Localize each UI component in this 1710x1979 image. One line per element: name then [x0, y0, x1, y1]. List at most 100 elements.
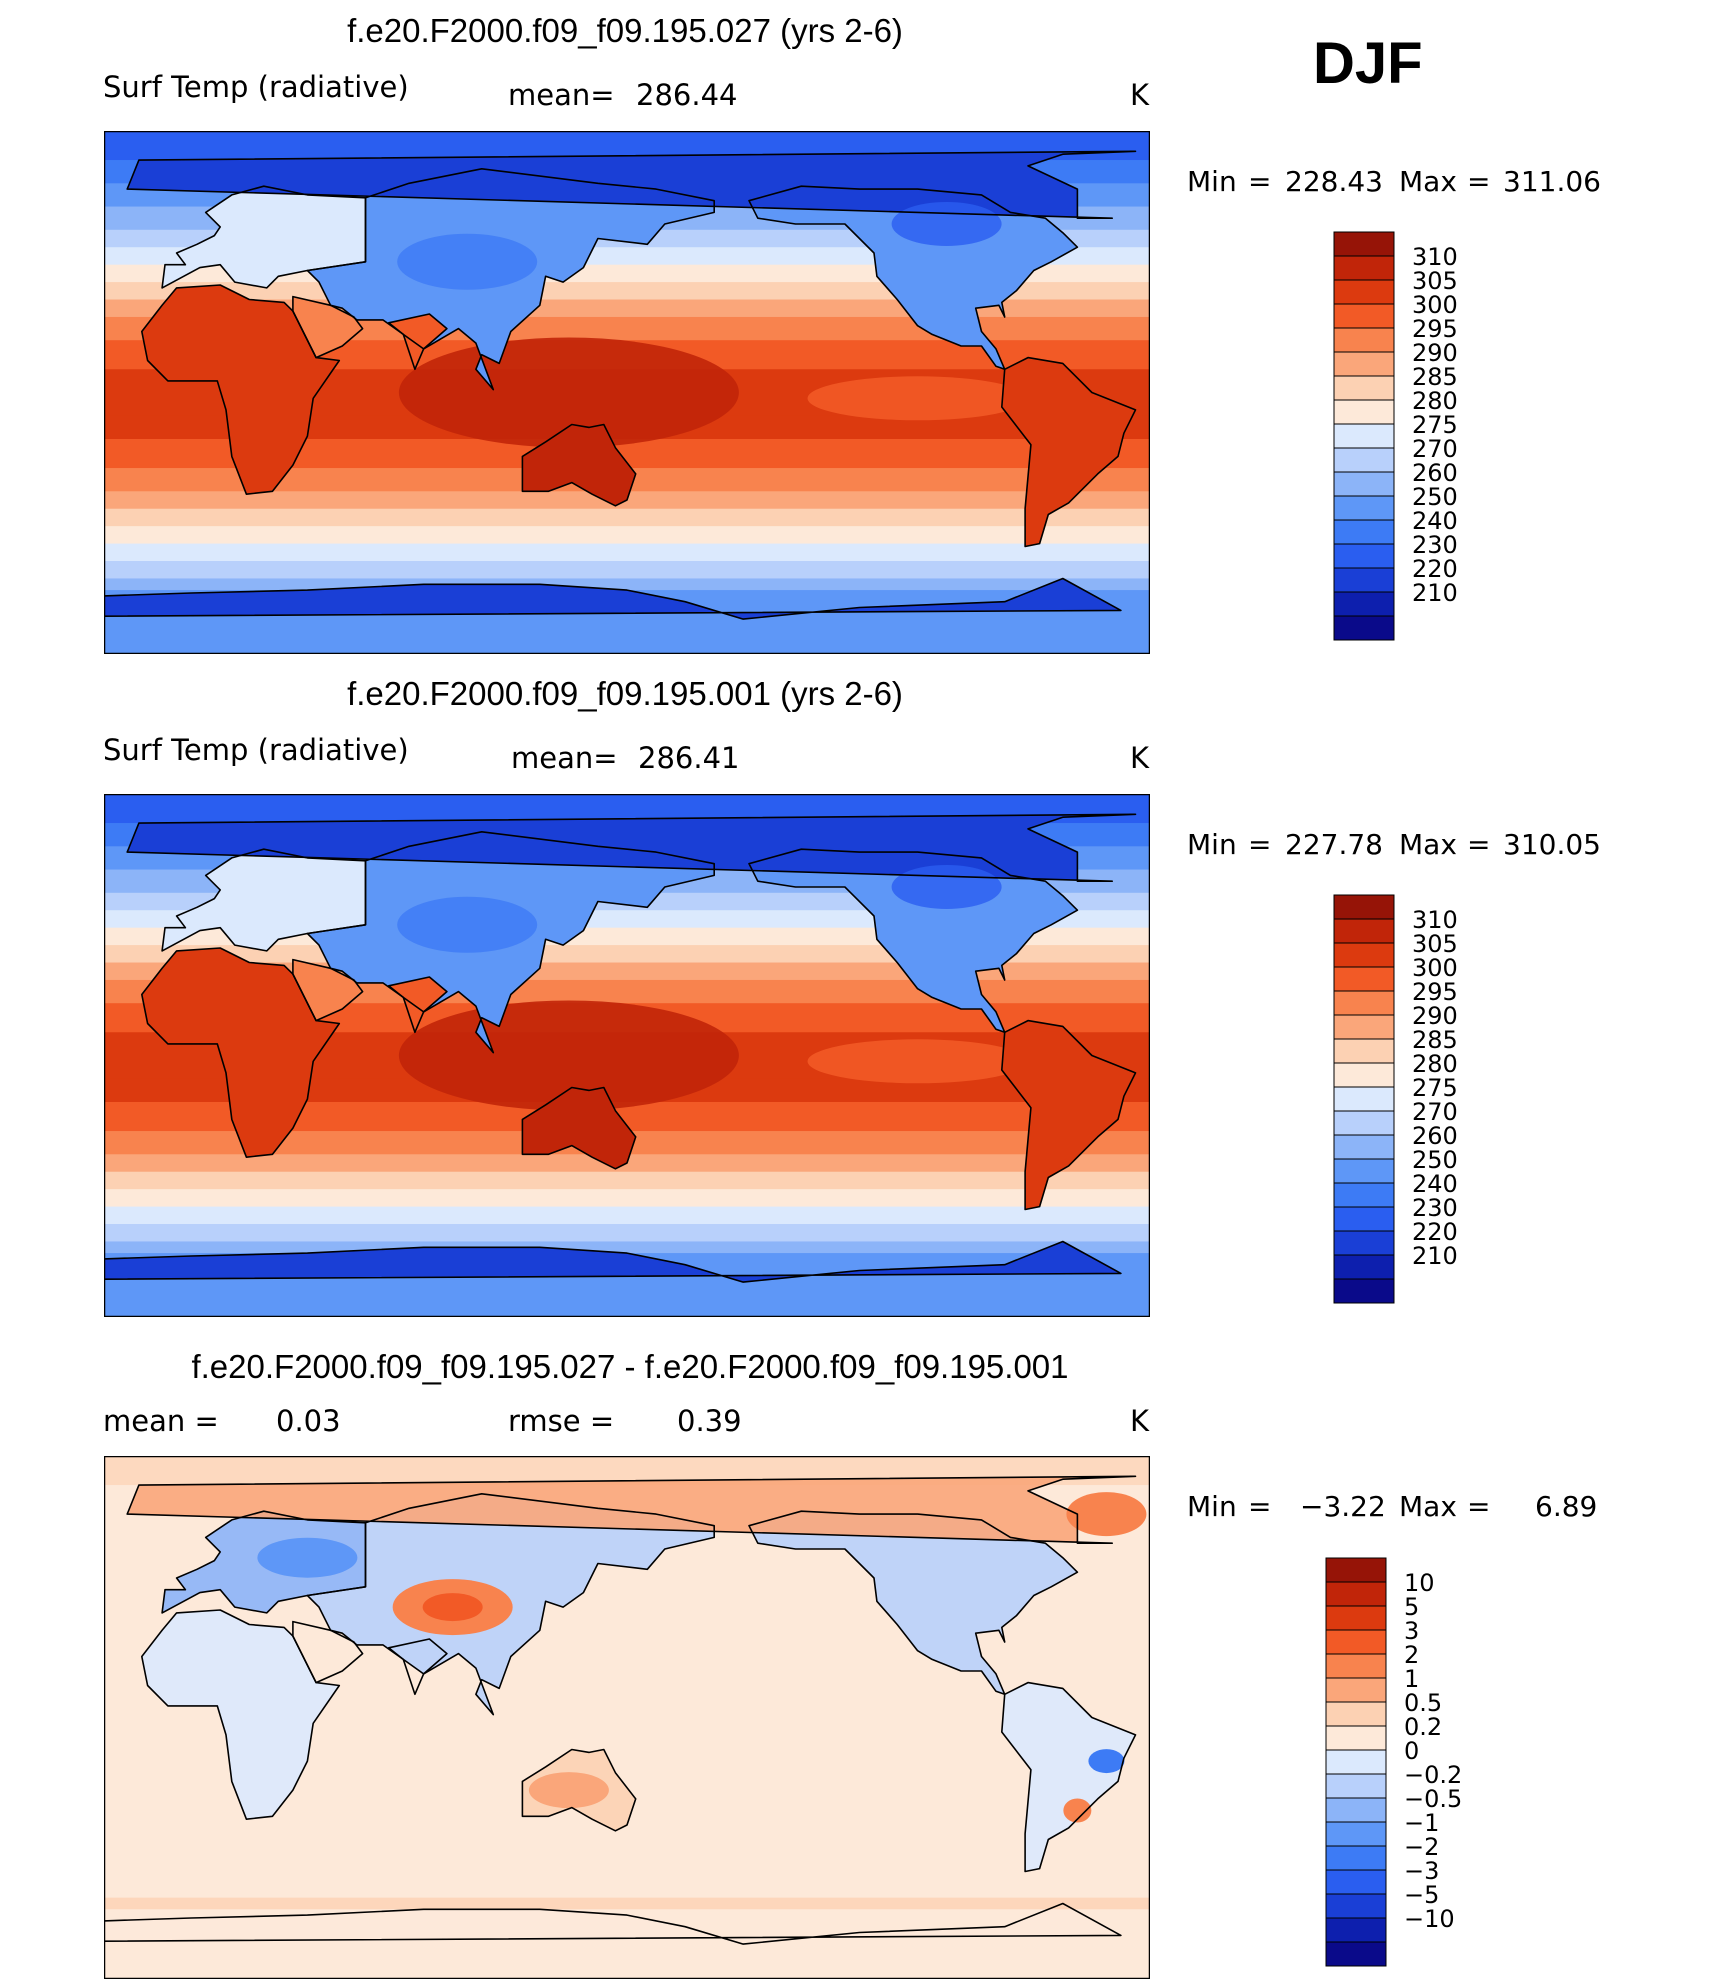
- panel2-colorbar-label: 280: [1412, 1050, 1458, 1078]
- panel1-colorbar-box: [1333, 327, 1395, 353]
- panel3-colorbar-label: −2: [1404, 1833, 1439, 1861]
- panel1-variable: Surf Temp (radiative): [103, 70, 409, 104]
- panel3-max-eq: =: [1467, 1490, 1491, 1523]
- panel2-colorbar-label: 250: [1412, 1146, 1458, 1174]
- panel3-colorbar-box: [1325, 1869, 1387, 1895]
- panel1-colorbar-label: 280: [1412, 387, 1458, 415]
- panel1-colorbar-box: [1333, 471, 1395, 497]
- panel2-min-eq: =: [1248, 828, 1272, 861]
- panel3-colorbar-label: 0.5: [1404, 1689, 1442, 1717]
- panel1-colorbar-box: [1333, 519, 1395, 545]
- panel3-rmse-value: 0.39: [677, 1404, 742, 1438]
- panel2-units: K: [1130, 741, 1150, 775]
- panel2-colorbar-label: 295: [1412, 978, 1458, 1006]
- panel3-max-value: 6.89: [1535, 1490, 1598, 1523]
- panel2-colorbar-label: 300: [1412, 954, 1458, 982]
- panel3-mean-value: 0.03: [276, 1404, 341, 1438]
- panel1-title: f.e20.F2000.f09_f09.195.027 (yrs 2-6): [347, 12, 903, 49]
- panel3-colorbar-box: [1325, 1581, 1387, 1607]
- panel1-colorbar-label: 275: [1412, 411, 1458, 439]
- panel1-colorbar-box: [1333, 567, 1395, 593]
- panel1-colorbar-label: 285: [1412, 363, 1458, 391]
- panel1-colorbar-label: 290: [1412, 339, 1458, 367]
- panel1-colorbar-box: [1333, 543, 1395, 569]
- panel1-colorbar-label: 300: [1412, 291, 1458, 319]
- panel3-colorbar-label: 10: [1404, 1569, 1435, 1597]
- panel2-mean-value: 286.41: [638, 741, 740, 775]
- panel3-colorbar-box: [1325, 1941, 1387, 1967]
- panel3-colorbar-box: [1325, 1845, 1387, 1871]
- panel2-colorbar-box: [1333, 1062, 1395, 1088]
- panel3-colorbar-box: [1325, 1629, 1387, 1655]
- panel1-min-value: 228.43: [1285, 165, 1383, 198]
- panel2-colorbar-box: [1333, 1158, 1395, 1184]
- panel3-colorbar-box: [1325, 1893, 1387, 1919]
- panel2-colorbar-box: [1333, 1038, 1395, 1064]
- panel2-colorbar-box: [1333, 1278, 1395, 1304]
- panel1-colorbar-label: 240: [1412, 507, 1458, 535]
- panel2-colorbar-label: 230: [1412, 1194, 1458, 1222]
- panel1-colorbar-box: [1333, 591, 1395, 617]
- panel3-max-label: Max: [1399, 1490, 1457, 1523]
- panel3-min-value: −3.22: [1300, 1490, 1386, 1523]
- panel3-colorbar-label: −5: [1404, 1881, 1439, 1909]
- panel1-colorbar-label: 310: [1412, 243, 1458, 271]
- panel3-colorbar-box: [1325, 1821, 1387, 1847]
- panel2-colorbar-box: [1333, 990, 1395, 1016]
- panel3-colorbar-label: −1: [1404, 1809, 1439, 1837]
- panel2-colorbar-box: [1333, 1206, 1395, 1232]
- panel1-colorbar-box: [1333, 423, 1395, 449]
- panel2-colorbar-label: 310: [1412, 906, 1458, 934]
- panel2-colorbar-label: 290: [1412, 1002, 1458, 1030]
- panel1-colorbar-label: 210: [1412, 579, 1458, 607]
- panel1-max-value: 311.06: [1503, 165, 1601, 198]
- panel2-colorbar-label: 240: [1412, 1170, 1458, 1198]
- panel1-colorbar-box: [1333, 303, 1395, 329]
- panel1-colorbar: 3103053002952902852802752702602502402302…: [1333, 231, 1458, 641]
- panel2-min-value: 227.78: [1285, 828, 1383, 861]
- panel2-colorbar-label: 210: [1412, 1242, 1458, 1270]
- panel2-title: f.e20.F2000.f09_f09.195.001 (yrs 2-6): [347, 675, 903, 712]
- panel3-colorbar-label: 2: [1404, 1641, 1419, 1669]
- panel1-colorbar-box: [1333, 375, 1395, 401]
- panel2-colorbar-label: 275: [1412, 1074, 1458, 1102]
- panel2-max-eq: =: [1467, 828, 1491, 861]
- panel1-mean-label: mean=: [508, 78, 615, 112]
- panel1-colorbar-label: 295: [1412, 315, 1458, 343]
- panel3-units: K: [1130, 1404, 1150, 1438]
- panel2-colorbar-label: 305: [1412, 930, 1458, 958]
- panel2-map: [104, 794, 1150, 1317]
- panel2-colorbar-label: 270: [1412, 1098, 1458, 1126]
- panel1-colorbar-box: [1333, 495, 1395, 521]
- panel3-map: [104, 1456, 1150, 1979]
- panel1-units: K: [1130, 78, 1150, 112]
- panel3-colorbar-label: 0: [1404, 1737, 1419, 1765]
- panel2-max-label: Max: [1399, 828, 1457, 861]
- panel1-max-label: Max: [1399, 165, 1457, 198]
- panel3-colorbar-label: 1: [1404, 1665, 1419, 1693]
- panel2-colorbar-box: [1333, 1182, 1395, 1208]
- panel1-colorbar-label: 220: [1412, 555, 1458, 583]
- panel2-min-label: Min: [1187, 828, 1237, 861]
- panel2-mean-label: mean=: [511, 741, 618, 775]
- panel3-colorbar-label: −3: [1404, 1857, 1439, 1885]
- panel3-colorbar-label: 0.2: [1404, 1713, 1442, 1741]
- panel3-colorbar-label: −10: [1404, 1905, 1455, 1933]
- panel1-map: [104, 131, 1150, 654]
- panel2-colorbar-box: [1333, 1086, 1395, 1112]
- panel1-colorbar-box: [1333, 615, 1395, 641]
- panel1-colorbar-label: 250: [1412, 483, 1458, 511]
- panel3-colorbar-box: [1325, 1677, 1387, 1703]
- panel1-colorbar-box: [1333, 231, 1395, 257]
- panel3-colorbar-box: [1325, 1725, 1387, 1751]
- panel3-rmse-label: rmse =: [508, 1404, 615, 1438]
- panel2-colorbar-box: [1333, 1014, 1395, 1040]
- panel3-colorbar-box: [1325, 1749, 1387, 1775]
- season-label: DJF: [1313, 31, 1423, 96]
- panel2-colorbar-box: [1333, 1134, 1395, 1160]
- panel3-colorbar-label: 3: [1404, 1617, 1419, 1645]
- panel2-colorbar-box: [1333, 966, 1395, 992]
- panel3-colorbar-box: [1325, 1653, 1387, 1679]
- panel1-colorbar-label: 230: [1412, 531, 1458, 559]
